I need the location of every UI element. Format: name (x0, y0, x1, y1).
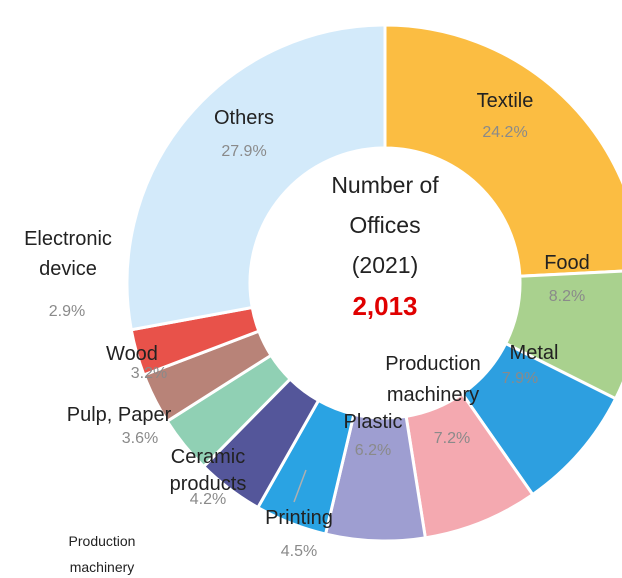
slices-group (125, 23, 622, 543)
slice-label-metal: Metal (510, 342, 559, 364)
slice-label-ceramic-products: products (170, 473, 247, 495)
slice-percent-electronic-device: 2.9% (49, 303, 85, 320)
slice-textile (383, 23, 622, 278)
slice-percent-production-machinery: 7.2% (434, 430, 470, 447)
slice-label-electronic-device: device (39, 258, 97, 280)
slice-percent-wood: 3.2% (131, 365, 167, 382)
slice-percent-metal: 7.9% (502, 370, 538, 387)
slice-label-others: Others (214, 107, 274, 129)
footnote-group: Production machinery (69, 533, 136, 575)
slice-label-production-machinery: Production (385, 353, 481, 375)
slice-percent-food: 8.2% (549, 288, 585, 305)
footnote-line: machinery (70, 559, 135, 575)
slice-label-textile: Textile (477, 90, 534, 112)
slice-label-plastic: Plastic (344, 411, 403, 433)
slice-percent-pulp-paper: 3.6% (122, 430, 158, 447)
slice-label-printing: Printing (265, 507, 333, 529)
slice-others (125, 23, 387, 332)
slice-label-food: Food (544, 252, 590, 274)
slice-percent-printing: 4.5% (281, 543, 317, 560)
slice-label-production-machinery: machinery (387, 384, 479, 406)
slice-label-wood: Wood (106, 343, 158, 365)
slice-label-pulp-paper: Pulp, Paper (67, 404, 172, 426)
center-value: 2,013 (352, 291, 417, 321)
slice-percent-ceramic-products: 4.2% (190, 491, 226, 508)
slice-label-electronic-device: Electronic (24, 228, 112, 250)
center-label-group: Number of Offices (2021) 2,013 (331, 172, 439, 321)
slice-percent-textile: 24.2% (482, 124, 527, 141)
slice-percent-others: 27.9% (221, 143, 266, 160)
slice-percent-plastic: 6.2% (355, 442, 391, 459)
center-label-line: Offices (349, 212, 420, 238)
footnote-line: Production (69, 533, 136, 549)
slice-label-ceramic-products: Ceramic (171, 446, 245, 468)
center-label-line: Number of (331, 172, 439, 198)
center-label-line: (2021) (352, 252, 418, 278)
printing-leader-line (293, 469, 307, 503)
slice-labels-group: Textile 24.2% Food 8.2% Metal 7.9% Production m… (24, 90, 590, 560)
